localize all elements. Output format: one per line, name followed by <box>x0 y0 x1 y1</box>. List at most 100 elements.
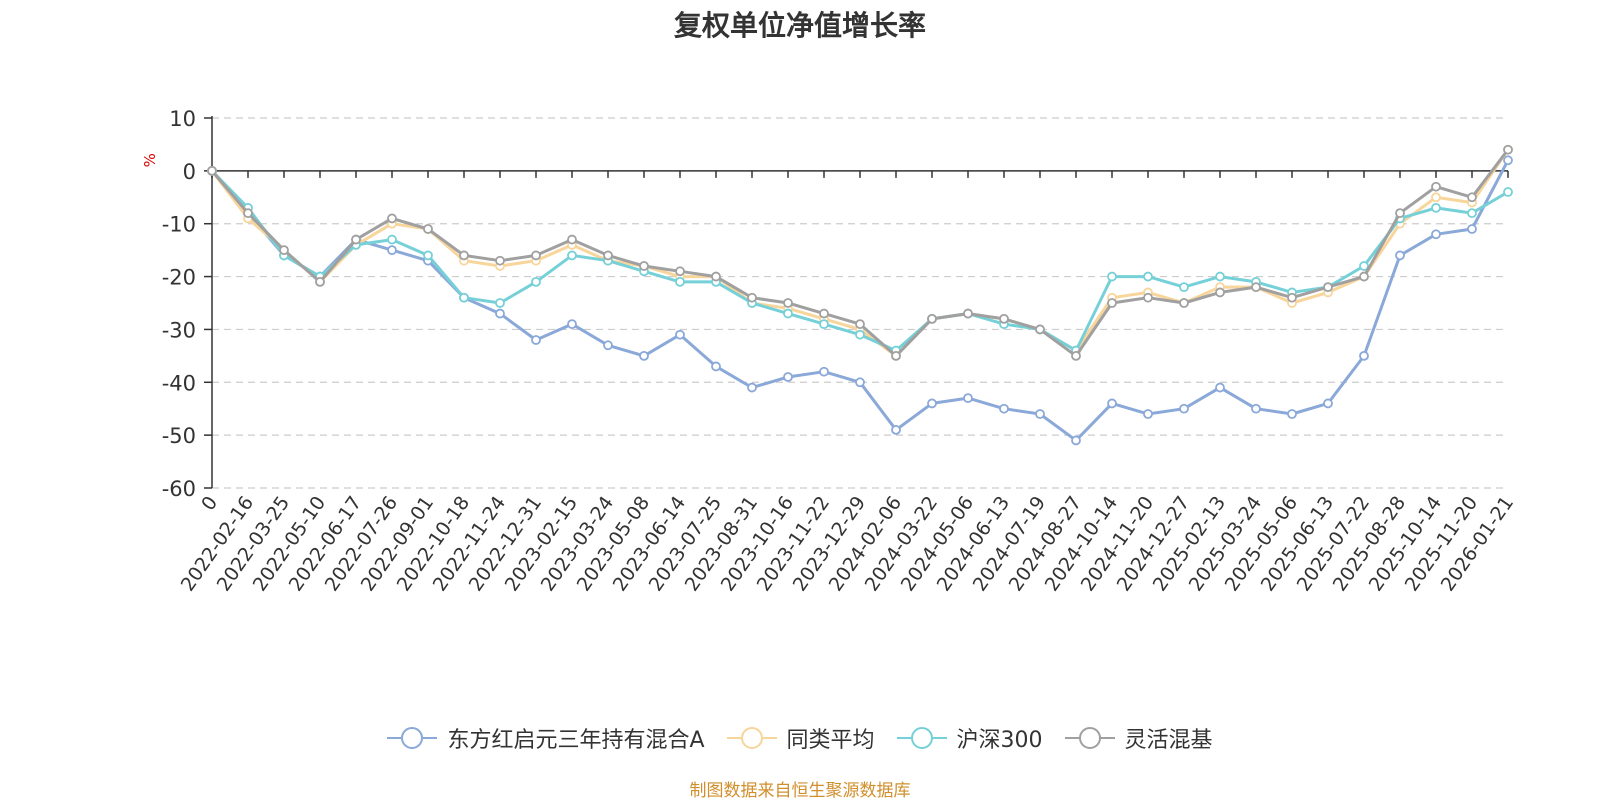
data-point <box>963 393 973 404</box>
data-point <box>1467 224 1477 234</box>
data-point <box>1035 324 1045 335</box>
data-point <box>567 234 577 245</box>
data-point <box>531 276 541 287</box>
data-point <box>855 329 865 340</box>
data-point <box>495 255 505 266</box>
data-point <box>1467 208 1477 219</box>
data-point <box>1215 382 1225 393</box>
data-point <box>1251 282 1261 293</box>
legend-item-flexible-mixed[interactable]: 灵活混基 <box>1064 722 1213 754</box>
data-point <box>675 266 685 277</box>
data-point <box>1107 398 1117 409</box>
data-point <box>1143 292 1153 303</box>
data-point <box>963 308 973 319</box>
data-point <box>747 292 757 303</box>
data-point <box>1323 398 1333 409</box>
data-point <box>1287 409 1297 419</box>
y-tick-label: -50 <box>162 424 196 448</box>
data-point <box>603 340 613 351</box>
y-tick-label: -40 <box>162 371 196 395</box>
x-tick-label: 0 <box>197 492 222 515</box>
data-point <box>1215 287 1225 298</box>
data-point <box>1035 409 1045 419</box>
data-point <box>1431 181 1441 192</box>
data-point <box>1395 250 1405 261</box>
data-point <box>1107 271 1117 282</box>
data-point <box>387 245 397 256</box>
data-point <box>531 250 541 261</box>
data-point <box>639 261 649 271</box>
data-source-note: 制图数据来自恒生聚源数据库 <box>689 781 911 801</box>
data-point <box>315 276 325 287</box>
data-point <box>855 377 865 388</box>
data-point <box>459 292 469 303</box>
legend-label: 东方红启元三年持有混合A <box>447 728 705 753</box>
y-tick-label: 10 <box>169 107 196 131</box>
chart-title: 复权单位净值增长率 <box>673 9 926 42</box>
legend-item-hs300[interactable]: 沪深300 <box>896 722 1043 754</box>
data-point <box>1395 208 1405 219</box>
data-point <box>783 372 793 382</box>
y-tick-label: -20 <box>162 266 196 290</box>
data-point <box>351 234 361 245</box>
legend-swatch-icon <box>387 727 438 749</box>
data-point <box>1251 403 1261 414</box>
data-point <box>819 319 829 330</box>
legend-item-category-avg[interactable]: 同类平均 <box>726 722 875 754</box>
data-point <box>423 224 433 234</box>
data-point <box>1467 192 1477 203</box>
data-point <box>819 366 829 377</box>
data-point <box>243 208 253 219</box>
data-point <box>1215 271 1225 282</box>
data-point <box>567 319 577 330</box>
data-point <box>495 298 505 308</box>
y-tick-label: 0 <box>183 160 196 184</box>
data-point <box>1431 202 1441 213</box>
legend-swatch-icon <box>1064 727 1115 749</box>
data-point <box>1503 155 1513 166</box>
data-point <box>567 250 577 261</box>
legend-label: 灵活混基 <box>1124 728 1213 753</box>
series-line-0 <box>210 159 1510 442</box>
data-point <box>1179 282 1189 293</box>
data-point <box>1107 298 1117 308</box>
data-point <box>1359 350 1369 361</box>
chart-legend: 东方红启元三年持有混合A 同类平均 沪深300 灵活混基 <box>0 722 1600 754</box>
data-point <box>1359 261 1369 271</box>
data-point <box>1431 229 1441 240</box>
data-point <box>387 213 397 224</box>
data-point <box>675 276 685 287</box>
data-point <box>1071 350 1081 361</box>
data-point <box>639 350 649 361</box>
legend-swatch-icon <box>896 727 947 749</box>
data-point <box>1143 409 1153 419</box>
data-point <box>1179 298 1189 308</box>
data-point <box>855 319 865 330</box>
data-point <box>999 403 1009 414</box>
data-point <box>999 313 1009 324</box>
data-point <box>1503 187 1513 197</box>
legend-swatch-icon <box>726 727 777 749</box>
data-point <box>891 424 901 435</box>
data-point <box>675 329 685 340</box>
data-point <box>603 250 613 261</box>
y-tick-label: -10 <box>162 213 196 237</box>
data-point <box>783 298 793 308</box>
data-point <box>711 271 721 282</box>
data-point <box>1431 192 1441 203</box>
data-point <box>207 165 217 176</box>
data-point <box>1359 271 1369 282</box>
data-point <box>891 350 901 361</box>
legend-item-fund[interactable]: 东方红启元三年持有混合A <box>387 722 705 754</box>
y-axis-label: % <box>141 153 159 167</box>
data-point <box>1143 271 1153 282</box>
data-point <box>783 308 793 319</box>
data-point <box>927 398 937 409</box>
data-point <box>531 335 541 345</box>
data-point <box>1071 435 1081 446</box>
data-point <box>819 308 829 319</box>
data-point <box>711 361 721 372</box>
legend-label: 同类平均 <box>786 728 875 753</box>
data-point <box>1503 144 1513 155</box>
